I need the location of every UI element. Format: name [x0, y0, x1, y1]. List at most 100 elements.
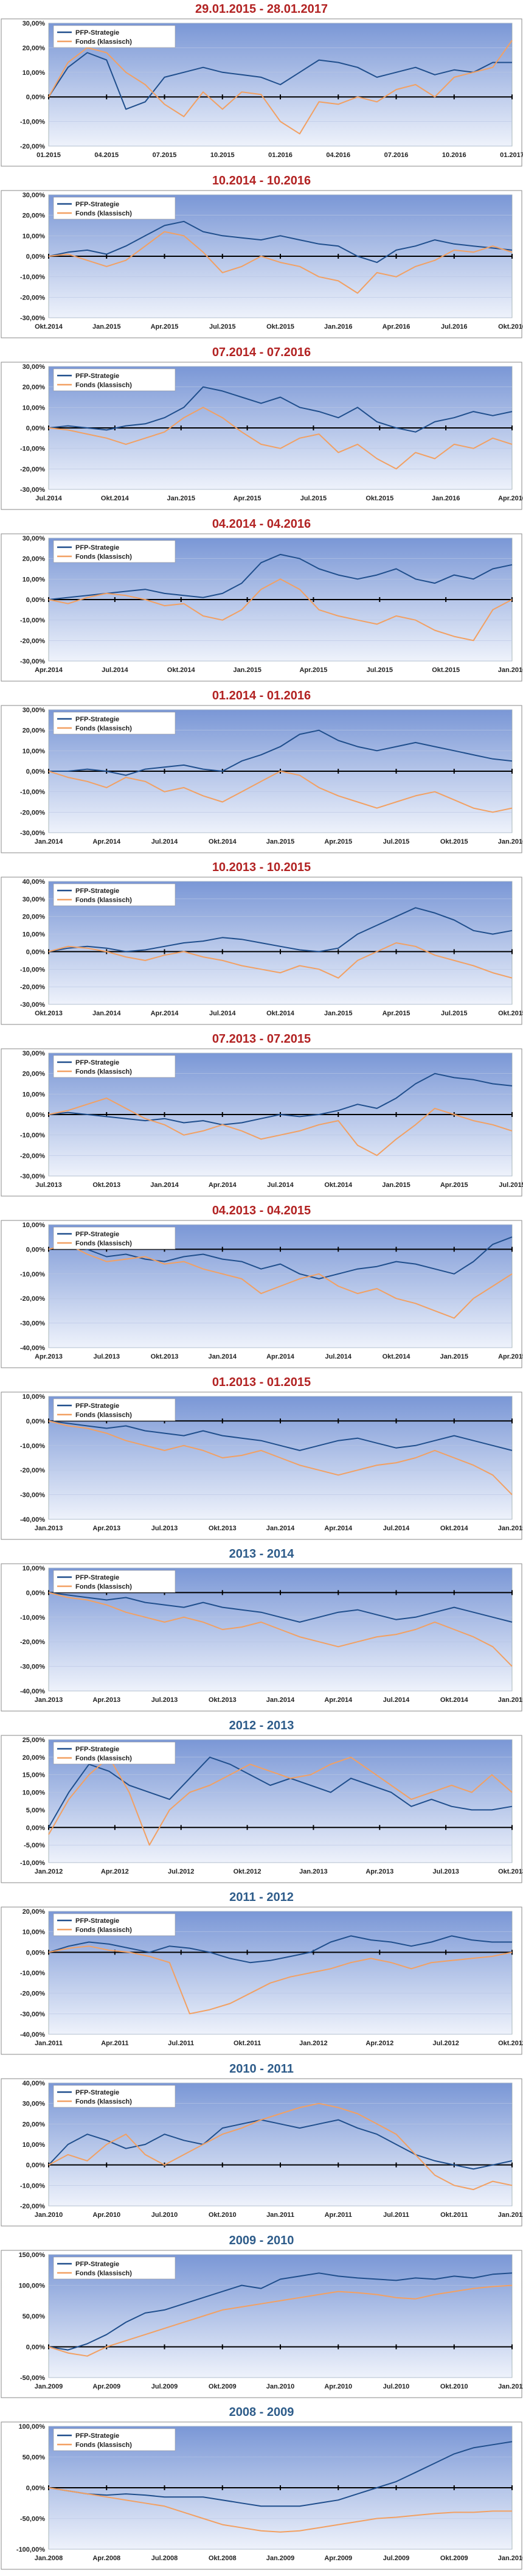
x-tick-label: Jan.2016 — [324, 323, 352, 331]
x-tick-label: Apr.2015 — [151, 323, 179, 331]
x-tick-label: Okt.2014 — [167, 667, 196, 674]
legend-label: Fonds (klassisch) — [75, 2270, 132, 2277]
x-tick-label: Jan.2011 — [498, 2383, 523, 2390]
y-tick-label: 150,00% — [19, 2252, 46, 2259]
legend-label: PFP-Strategie — [75, 2432, 119, 2440]
x-tick-label: Apr.2013 — [35, 1353, 63, 1360]
x-tick-label: Okt.2014 — [101, 495, 130, 502]
y-tick-label: 20,00% — [23, 914, 46, 921]
x-tick-label: Okt.2013 — [498, 1868, 523, 1875]
x-tick-label: Apr.2014 — [324, 1525, 353, 1532]
line-chart: 40,00% 30,00% 20,00% 10,00% 0,00% -10,00% -20,… — [1, 877, 523, 1025]
x-tick-label: Okt.2012 — [498, 2040, 523, 2047]
legend-label: PFP-Strategie — [75, 1574, 119, 1581]
x-tick-label: Jan.2015 — [266, 838, 294, 845]
y-tick-label: 20,00% — [23, 1754, 46, 1762]
series-line-pfp-strategie — [48, 907, 513, 953]
chart-title: 2011 - 2012 — [229, 1891, 294, 1904]
legend-label: Fonds (klassisch) — [75, 1583, 132, 1591]
y-tick-label: -20,00% — [20, 1990, 45, 1998]
x-tick-label: Jan.2015 — [92, 323, 120, 331]
y-tick-label: -30,00% — [20, 2011, 45, 2018]
y-tick-label: 10,00% — [23, 69, 46, 77]
y-tick-label: 0,00% — [26, 1589, 45, 1597]
x-tick-label: 01.2016 — [268, 152, 293, 159]
x-tick-label: Okt.2013 — [92, 1181, 120, 1189]
x-tick-label: Jul.2008 — [151, 2555, 178, 2562]
x-tick-label: Jul.2009 — [383, 2555, 409, 2562]
y-tick-label: -50,00% — [20, 2375, 45, 2382]
x-tick-label: Apr.2014 — [35, 667, 63, 674]
x-tick-label: Jul.2014 — [383, 1525, 410, 1532]
x-tick-label: 10.2015 — [210, 152, 235, 159]
x-tick-label: Apr.2015 — [498, 1353, 523, 1360]
y-tick-label: 10,00% — [23, 404, 46, 411]
y-tick-label: -10,00% — [20, 1443, 45, 1450]
x-tick-label: Jan.2010 — [498, 2555, 523, 2562]
y-tick-label: -20,00% — [20, 1152, 45, 1160]
series-line-pfp-strategie — [48, 220, 513, 264]
y-tick-label: -30,00% — [20, 1173, 45, 1180]
legend-label: PFP-Strategie — [75, 2261, 119, 2268]
chart-panel: 04.2013 - 04.2015 10,00% 0,00% -10,00% -20,0… — [0, 1202, 523, 1371]
line-chart: 30,00% 20,00% 10,00% 0,00% -10,00% -20,00% -30… — [1, 1048, 523, 1197]
legend-label: PFP-Strategie — [75, 201, 119, 208]
chart-panel: 2013 - 2014 10,00% 0,00% -10,00% -20,00% -30,… — [0, 1545, 523, 1715]
x-tick-label: Jul.2015 — [300, 495, 327, 502]
chart-panel: 01.2013 - 01.2015 10,00% 0,00% -10,00% -20,0… — [0, 1373, 523, 1543]
chart-title: 29.01.2015 - 28.01.2017 — [195, 2, 328, 16]
y-tick-label: -30,00% — [20, 315, 45, 322]
y-tick-label: 30,00% — [23, 363, 46, 371]
legend-label: PFP-Strategie — [75, 887, 119, 895]
line-chart: 30,00% 20,00% 10,00% 0,00% -10,00% -20,00% -30… — [1, 533, 523, 682]
y-tick-label: 0,00% — [26, 2344, 45, 2351]
x-tick-label: Jul.2014 — [267, 1181, 294, 1189]
x-tick-label: Jul.2014 — [325, 1353, 352, 1360]
legend-label: Fonds (klassisch) — [75, 1412, 132, 1419]
chart-title: 10.2014 - 10.2016 — [212, 174, 311, 187]
x-tick-label: Apr.2016 — [383, 323, 410, 331]
x-tick-label: Jul.2015 — [383, 838, 409, 845]
x-tick-label: Okt.2014 — [35, 323, 63, 331]
y-tick-label: 0,00% — [26, 253, 45, 261]
y-tick-label: -30,00% — [20, 1664, 45, 1671]
series-line-fonds-klassisch — [48, 1945, 513, 2015]
y-tick-label: 50,00% — [23, 2313, 46, 2320]
x-tick-label: Jan.2016 — [432, 495, 460, 502]
series-line-pfp-strategie — [48, 1420, 513, 1451]
y-tick-label: 0,00% — [26, 425, 45, 432]
x-tick-label: Jan.2015 — [498, 1525, 523, 1532]
y-tick-label: 10,00% — [23, 233, 46, 240]
x-tick-label: Apr.2014 — [92, 838, 121, 845]
x-tick-label: Jul.2010 — [383, 2383, 409, 2390]
chart-panel: 10.2014 - 10.2016 30,00% 20,00% 10,00% 0,00%… — [0, 172, 523, 341]
x-tick-label: Jan.2014 — [209, 1353, 237, 1360]
x-tick-label: Okt.2009 — [440, 2555, 468, 2562]
y-tick-label: -10,00% — [20, 1970, 45, 1977]
chart-panel: 2008 - 2009 100,00% 50,00% 0,00% -50,00% -100… — [0, 2403, 523, 2573]
legend: PFP-Strategie Fonds (klassisch) — [53, 368, 176, 391]
chart-panel: 2010 - 2011 40,00% 30,00% 20,00% 10,00% 0,00%… — [0, 2060, 523, 2230]
legend-label: Fonds (klassisch) — [75, 897, 132, 904]
y-tick-label: -20,00% — [20, 984, 45, 991]
x-tick-label: Apr.2011 — [325, 2211, 352, 2219]
x-tick-label: Jan.2014 — [150, 1181, 179, 1189]
x-tick-label: Okt.2013 — [209, 1525, 237, 1532]
series-line-fonds-klassisch — [48, 942, 513, 979]
y-tick-label: 0,00% — [26, 948, 45, 956]
legend-label: PFP-Strategie — [75, 716, 119, 723]
x-tick-label: Jan.2009 — [35, 2383, 63, 2390]
x-tick-label: Okt.2013 — [209, 1696, 237, 1704]
x-tick-label: Jul.2013 — [94, 1353, 120, 1360]
line-chart: 100,00% 50,00% 0,00% -50,00% -100,00% Jan.200… — [1, 2421, 523, 2570]
chart-title: 2012 - 2013 — [229, 1719, 294, 1732]
x-tick-label: Jan.2014 — [92, 1010, 121, 1017]
series-line-fonds-klassisch — [48, 771, 513, 813]
series-line-fonds-klassisch — [48, 40, 513, 135]
y-tick-label: -40,00% — [20, 1345, 45, 1352]
series-line-fonds-klassisch — [48, 1756, 513, 1846]
x-tick-label: Jan.2015 — [167, 495, 195, 502]
chart-panel: 07.2013 - 07.2015 30,00% 20,00% 10,00% 0,00%… — [0, 1030, 523, 1200]
legend-label: PFP-Strategie — [75, 2089, 119, 2096]
y-tick-label: -10,00% — [20, 2182, 45, 2189]
